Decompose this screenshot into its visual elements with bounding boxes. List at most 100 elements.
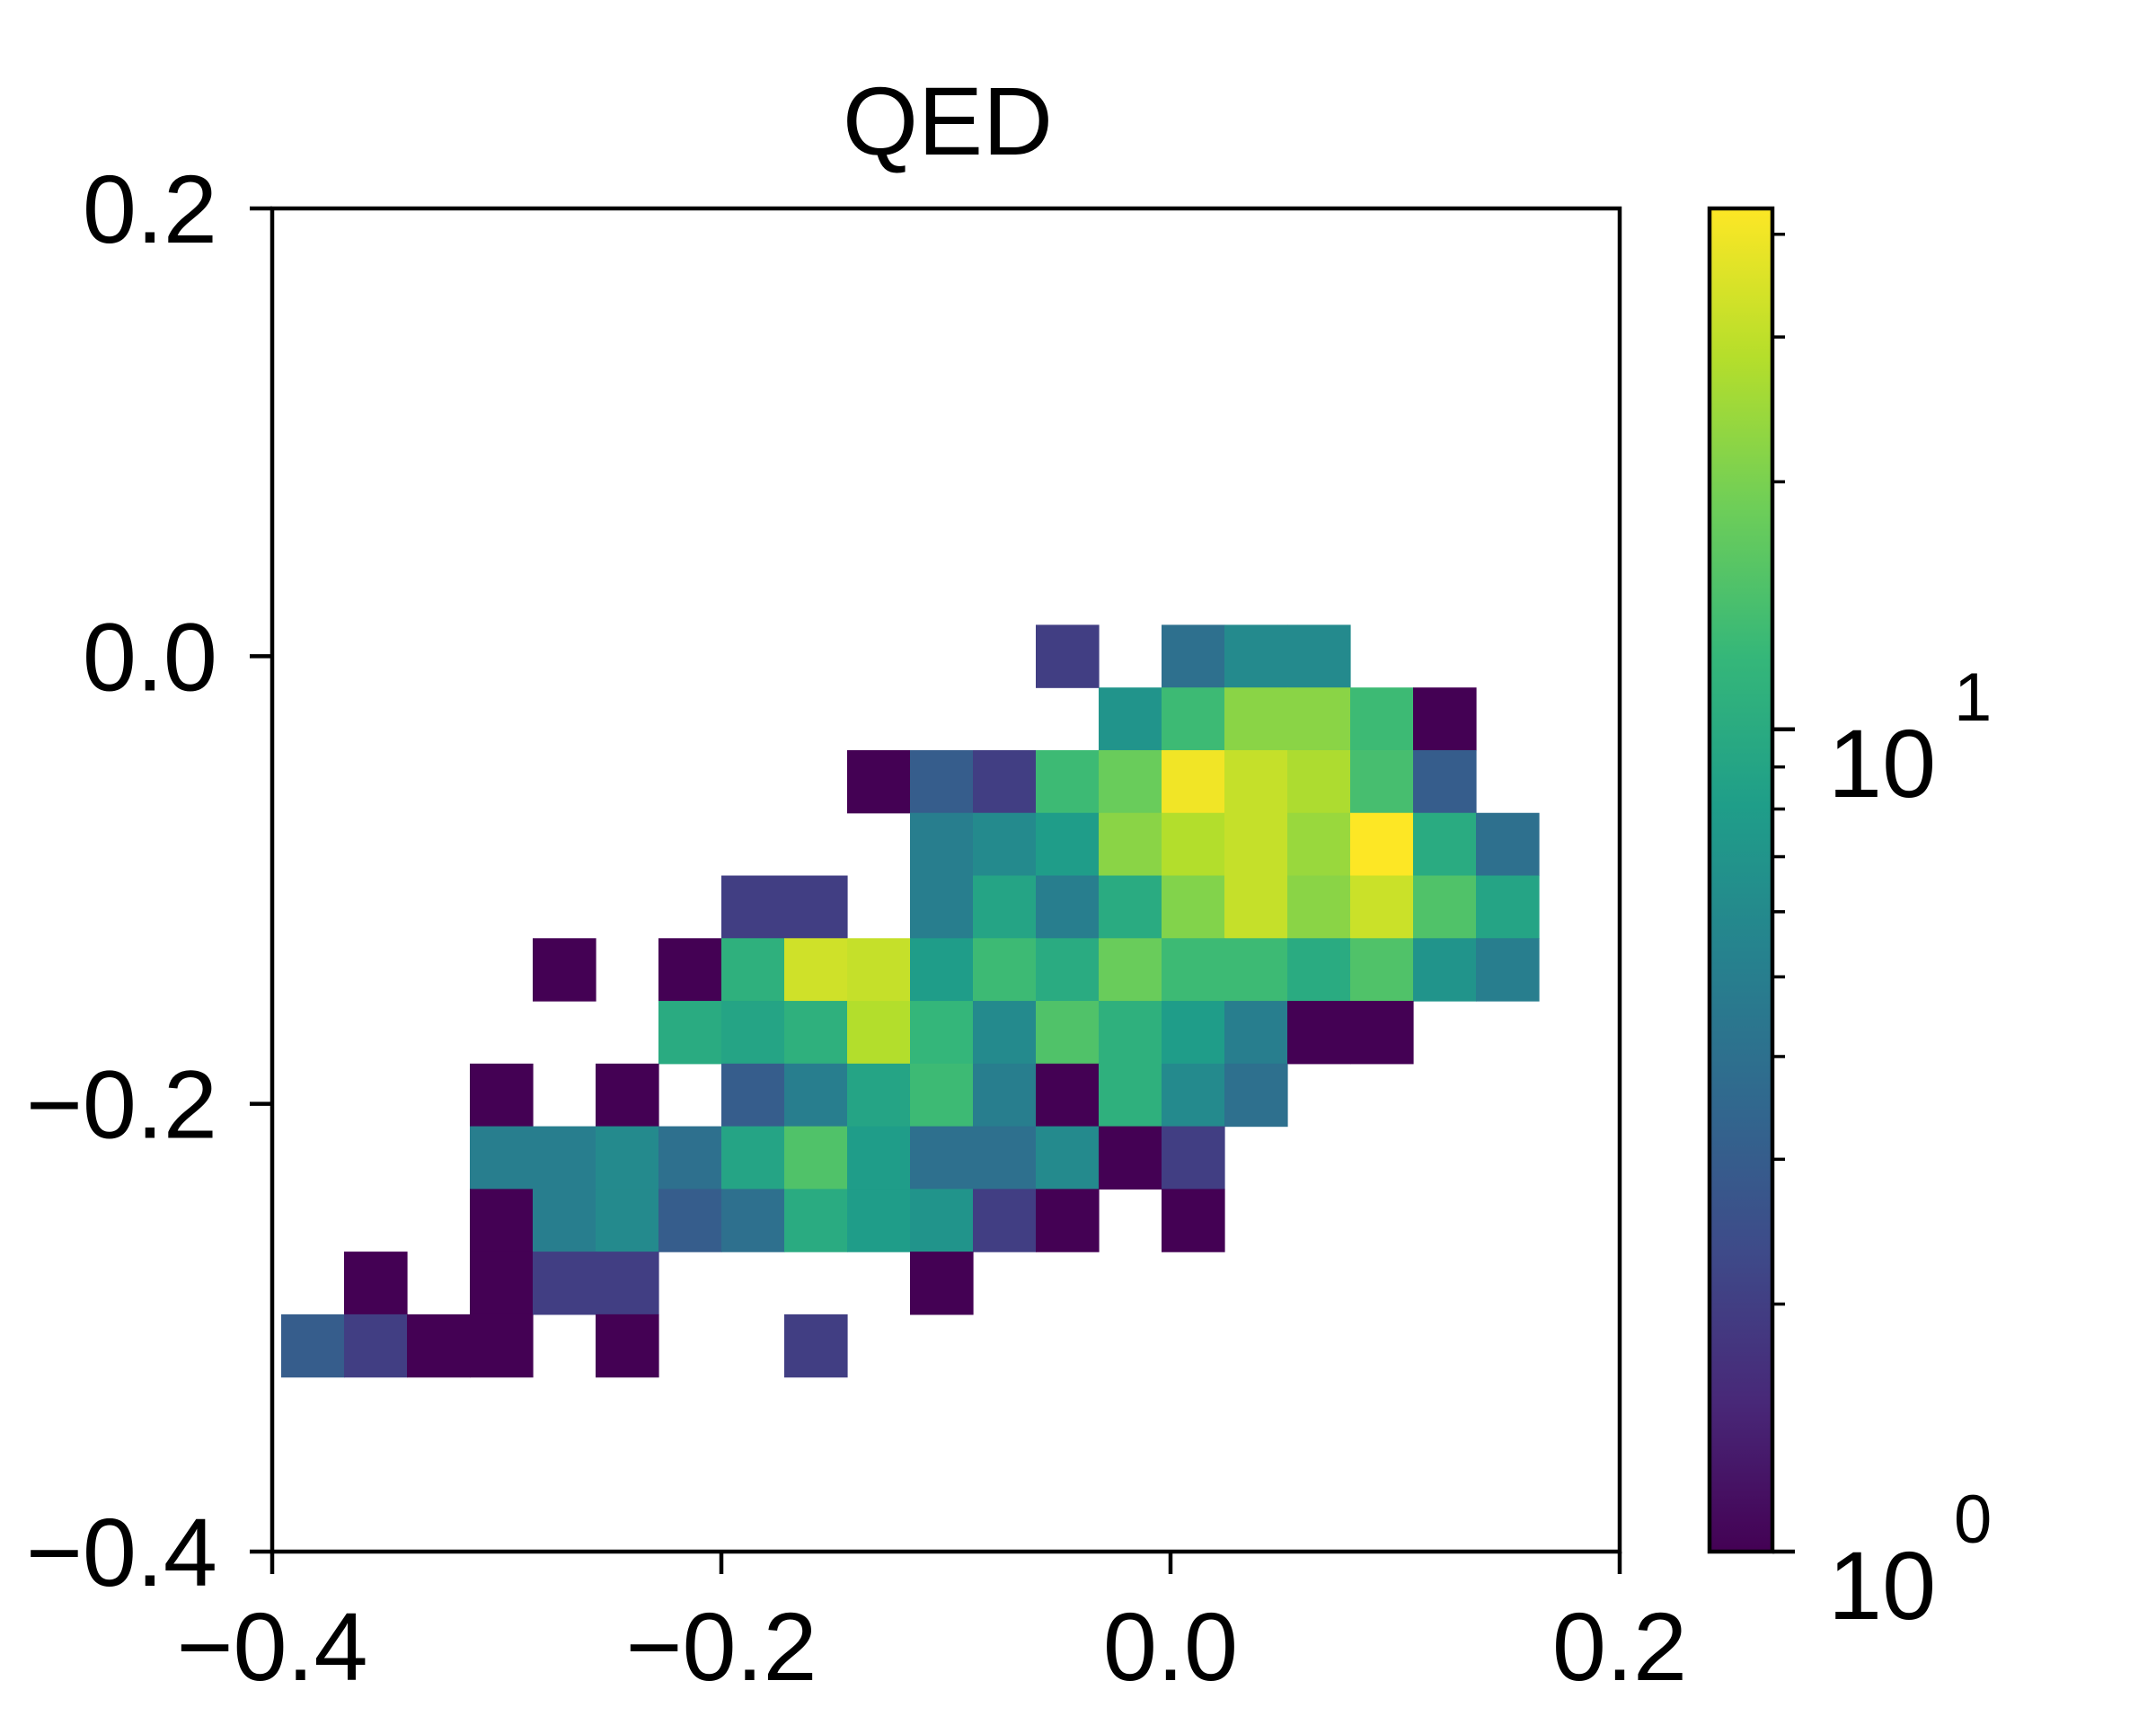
heatmap-cell: [784, 1126, 848, 1190]
heatmap-cell: [596, 1126, 659, 1190]
heatmap-cell: [973, 1063, 1037, 1128]
heatmap-cell: [1224, 938, 1288, 1002]
heatmap-cell: [1162, 1189, 1225, 1252]
heatmap-cell: [407, 1314, 471, 1378]
heatmap-cell: [658, 1126, 722, 1190]
colorbar-tick-label: 10: [1828, 1531, 1936, 1640]
y-tick-label: −0.4: [26, 1498, 217, 1606]
heatmap-cell: [533, 1189, 596, 1252]
heatmap-cell: [1350, 749, 1414, 814]
heatmap-cell: [596, 1063, 659, 1128]
heatmap-cell: [973, 749, 1037, 814]
heatmap-cell: [721, 1189, 785, 1252]
heatmap-cell: [470, 1126, 534, 1190]
heatmap-cell: [470, 1314, 534, 1378]
heatmap-cell: [1413, 812, 1477, 877]
heatmap-cell: [847, 749, 911, 814]
heatmap-cell: [910, 1063, 974, 1128]
heatmap-cell: [1036, 875, 1100, 939]
heatmap-cell: [910, 749, 974, 814]
heatmap-cell: [973, 812, 1037, 877]
heatmap-cell: [1036, 812, 1100, 877]
heatmap-cell: [1099, 749, 1162, 814]
heatmap-cell: [1224, 624, 1288, 688]
heatmap-cell: [533, 1252, 596, 1315]
heatmap-cell: [658, 1001, 722, 1065]
heatmap-cell: [910, 1001, 974, 1065]
heatmap-cell: [1350, 812, 1414, 877]
colorbar-tick-exponent: 1: [1954, 659, 1992, 736]
heatmap-cell: [1287, 812, 1351, 877]
heatmap-cell: [784, 1001, 848, 1065]
heatmap-cell: [784, 938, 848, 1002]
heatmap-cell: [1350, 687, 1414, 751]
heatmap-cell: [847, 1189, 911, 1252]
heatmap-cell: [847, 938, 911, 1002]
heatmap-cell: [1287, 938, 1351, 1002]
heatmap-cell: [973, 1126, 1037, 1190]
heatmap-cell: [910, 1252, 974, 1315]
heatmap-cell: [1287, 624, 1351, 688]
heatmap-cell: [1350, 938, 1414, 1002]
heatmap-cell: [1413, 749, 1477, 814]
colorbar-gradient: [1707, 206, 1775, 1554]
heatmap-cell: [1413, 875, 1477, 939]
heatmap-cell: [721, 1063, 785, 1128]
y-tick-label: 0.0: [83, 602, 217, 711]
heatmap-cell: [344, 1314, 408, 1378]
heatmap-cell: [1287, 687, 1351, 751]
heatmap-cell: [470, 1189, 534, 1252]
heatmap-cell: [1287, 875, 1351, 939]
heatmap-cell: [596, 1252, 659, 1315]
heatmap-cell: [1224, 1063, 1288, 1128]
heatmap-cell: [784, 1063, 848, 1128]
chart-title: QED: [843, 66, 1053, 175]
heatmap-cell: [658, 1189, 722, 1252]
heatmap-cell: [973, 1189, 1037, 1252]
heatmap-cell: [1162, 938, 1225, 1002]
y-tick-label: 0.2: [83, 155, 217, 263]
heatmap-cell: [470, 1063, 534, 1128]
heatmap-cell: [533, 938, 596, 1002]
heatmap-cell: [1036, 1126, 1100, 1190]
heatmap-cell: [658, 938, 722, 1002]
heatmap-cell: [910, 938, 974, 1002]
heatmap-cell: [1162, 1063, 1225, 1128]
heatmap-cell: [1476, 938, 1540, 1002]
heatmap-cell: [1099, 875, 1162, 939]
plot-frame: [270, 206, 1622, 1554]
heatmap-cell: [1036, 1063, 1100, 1128]
heatmap-cell: [1287, 1001, 1351, 1065]
y-tick-label: −0.2: [26, 1050, 217, 1159]
heatmap-cell: [910, 1189, 974, 1252]
heatmap-cell: [344, 1252, 408, 1315]
heatmap-cell: [1162, 687, 1225, 751]
heatmap-cell: [721, 938, 785, 1002]
heatmap-cell: [1162, 1126, 1225, 1190]
heatmap-cell: [1224, 1001, 1288, 1065]
heatmap-cell: [1099, 1063, 1162, 1128]
x-tick-label: 0.2: [1552, 1592, 1687, 1701]
heatmap-cell: [596, 1189, 659, 1252]
heatmap-cell: [784, 1189, 848, 1252]
colorbar-tick-exponent: 0: [1954, 1482, 1992, 1558]
heatmap-cell: [1162, 749, 1225, 814]
heatmap-cell: [784, 875, 848, 939]
heatmap-cell: [533, 1126, 596, 1190]
heatmap-cell: [1036, 938, 1100, 1002]
heatmap-cell: [1224, 812, 1288, 877]
heatmap-cell: [973, 938, 1037, 1002]
heatmap-cell: [1162, 875, 1225, 939]
axes: −0.4 −0.2 0.0 0.2 0.2 0.0 −0.2 −0.4: [26, 155, 1687, 1701]
heatmap-cell: [721, 875, 785, 939]
heatmap-cell: [847, 1126, 911, 1190]
heatmap-cell: [1099, 812, 1162, 877]
heatmap-cell: [1224, 687, 1288, 751]
heatmap-cell: [973, 1001, 1037, 1065]
heatmap-cell: [1224, 749, 1288, 814]
heatmap-cell: [1413, 687, 1477, 751]
heatmap-cell: [721, 1001, 785, 1065]
heatmap-cell: [596, 1314, 659, 1378]
heatmap-cell: [1413, 938, 1477, 1002]
